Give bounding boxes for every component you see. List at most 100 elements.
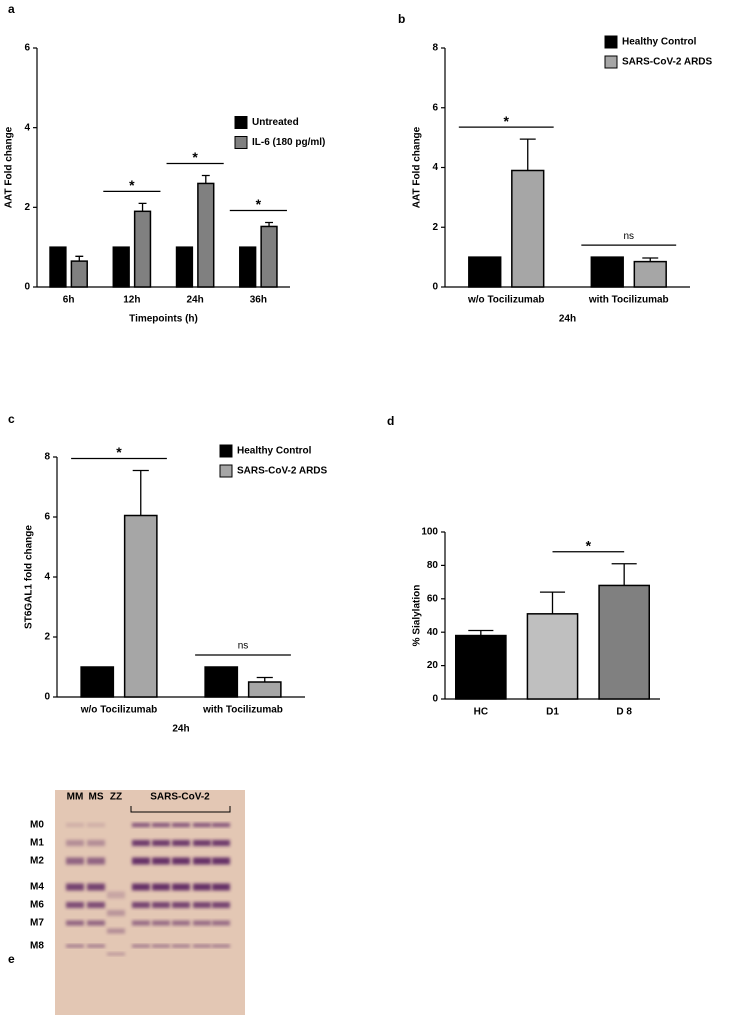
gel-band [87, 883, 105, 891]
bar [511, 169, 545, 288]
gel-band [107, 952, 125, 956]
y-tick-label: 6 [44, 512, 50, 523]
legend-swatch [234, 116, 248, 129]
significance-label: * [192, 149, 198, 165]
x-tick-label: 36h [250, 295, 267, 306]
x-tick-label: HC [474, 707, 488, 718]
gel-band [152, 840, 170, 846]
gel-band [212, 840, 230, 846]
y-tick-label: 2 [24, 202, 30, 213]
bar [239, 246, 257, 288]
gel-band [87, 902, 105, 908]
gel-band [107, 928, 125, 934]
gel-band [66, 902, 84, 908]
gel-band [212, 883, 230, 891]
y-tick-label: 8 [432, 43, 438, 54]
gel-band [87, 840, 105, 846]
gel-band [87, 944, 105, 948]
legend-label: IL-6 (180 pg/ml) [252, 137, 325, 148]
y-axis-label: % Sialylation [412, 585, 423, 647]
gel-band [193, 944, 211, 948]
y-tick-label: 100 [421, 527, 438, 538]
bar [49, 246, 67, 288]
gel-band [152, 823, 170, 827]
gel-band [132, 840, 150, 846]
gel-band [172, 823, 190, 827]
band-label: M4 [30, 882, 44, 893]
significance-label: * [586, 537, 592, 553]
gel-band [152, 944, 170, 948]
gel-band [212, 857, 230, 865]
panel-label: e [8, 952, 15, 966]
x-axis-label: 24h [559, 314, 576, 325]
legend-label: SARS-CoV-2 ARDS [237, 466, 328, 477]
legend-swatch [604, 35, 618, 49]
legend-label: Untreated [252, 117, 299, 128]
error-bar [75, 255, 84, 262]
gel-band [193, 902, 211, 908]
gel-band [193, 920, 211, 926]
legend-swatch [219, 444, 233, 458]
x-tick-label: w/o Tocilizumab [80, 705, 157, 716]
gel-band [172, 857, 190, 865]
group-label: SARS-CoV-2 [150, 792, 210, 803]
significance-label: * [116, 444, 122, 460]
y-tick-label: 60 [427, 593, 439, 604]
band-label: M6 [30, 900, 44, 911]
y-tick-label: 0 [24, 282, 30, 293]
x-tick-label: D 8 [616, 707, 632, 718]
error-bar [132, 469, 149, 516]
gel-band [193, 857, 211, 865]
error-bar [611, 563, 637, 586]
gel-band [87, 823, 105, 827]
band-label: M7 [30, 918, 44, 929]
gel-band [193, 883, 211, 891]
significance-label: * [256, 196, 262, 212]
significance-label: * [129, 177, 135, 193]
x-tick-label: w/o Tocilizumab [467, 295, 544, 306]
bar [633, 260, 667, 288]
bar [123, 514, 158, 698]
error-bar [201, 174, 210, 184]
y-tick-label: 2 [44, 632, 50, 643]
panel-label: a [8, 2, 15, 16]
gel-band [132, 883, 150, 891]
x-axis-label: Timepoints (h) [129, 314, 198, 325]
bar [197, 182, 215, 288]
bar [175, 246, 194, 288]
x-axis-label: 24h [172, 724, 189, 735]
x-tick-label: with Tocilizumab [202, 705, 283, 716]
band-label: M0 [30, 820, 44, 831]
bar [247, 681, 282, 698]
error-bar [265, 221, 274, 227]
y-tick-label: 0 [44, 692, 50, 703]
gel-band [152, 883, 170, 891]
y-tick-label: 4 [44, 572, 50, 583]
gel-band [107, 891, 125, 899]
group-bracket [130, 806, 231, 813]
legend-swatch [234, 136, 248, 149]
panel-label: d [387, 414, 394, 428]
gel-band [152, 920, 170, 926]
legend-label: Healthy Control [237, 446, 312, 457]
gel-band [172, 883, 190, 891]
gel-band [132, 920, 150, 926]
y-axis-label: AAT Fold change [412, 126, 423, 208]
gel-band [66, 840, 84, 846]
gel-band [193, 823, 211, 827]
gel-band [66, 823, 84, 827]
y-axis-label: ST6GAL1 fold change [24, 525, 35, 629]
bar [598, 584, 650, 700]
error-bar [138, 202, 147, 212]
gel-band [172, 902, 190, 908]
lane-label: ZZ [110, 792, 122, 803]
y-tick-label: 6 [24, 43, 30, 54]
y-tick-label: 40 [427, 627, 439, 638]
bar [204, 666, 239, 698]
significance-label: ns [238, 641, 249, 652]
y-tick-label: 8 [44, 452, 50, 463]
error-bar [539, 591, 566, 614]
legend-label: SARS-CoV-2 ARDS [622, 57, 713, 68]
band-label: M8 [30, 941, 44, 952]
gel-band [132, 823, 150, 827]
